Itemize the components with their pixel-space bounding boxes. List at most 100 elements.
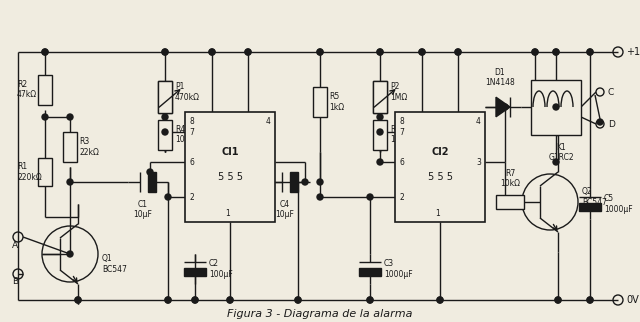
Text: C4
10µF: C4 10µF	[276, 200, 294, 219]
Text: 2: 2	[399, 193, 404, 202]
Text: 6: 6	[189, 157, 194, 166]
Circle shape	[587, 297, 593, 303]
Circle shape	[317, 179, 323, 185]
Bar	[158, 81, 172, 113]
Circle shape	[419, 49, 425, 55]
Bar	[359, 268, 381, 276]
Circle shape	[67, 179, 73, 185]
Text: R4
10kΩ: R4 10kΩ	[175, 125, 195, 144]
Circle shape	[532, 49, 538, 55]
Circle shape	[367, 297, 373, 303]
Text: C3
1000µF: C3 1000µF	[384, 259, 413, 279]
Circle shape	[317, 49, 323, 55]
Text: P2
1MΩ: P2 1MΩ	[390, 82, 407, 102]
Circle shape	[553, 49, 559, 55]
Circle shape	[295, 297, 301, 303]
Text: CI2: CI2	[431, 147, 449, 157]
Text: 8: 8	[400, 117, 404, 126]
Text: R2
47kΩ: R2 47kΩ	[17, 80, 37, 99]
Circle shape	[162, 114, 168, 120]
Text: 0V: 0V	[626, 295, 639, 305]
Circle shape	[209, 49, 215, 55]
Text: A: A	[12, 241, 18, 250]
Text: K1
G1RC2: K1 G1RC2	[548, 143, 574, 162]
Bar	[290, 172, 298, 192]
Circle shape	[377, 49, 383, 55]
Circle shape	[555, 297, 561, 303]
Text: C: C	[608, 88, 614, 97]
Circle shape	[377, 129, 383, 135]
Circle shape	[555, 297, 561, 303]
Circle shape	[42, 114, 48, 120]
Text: 4: 4	[475, 117, 480, 126]
Circle shape	[532, 49, 538, 55]
Circle shape	[587, 49, 593, 55]
Bar	[38, 74, 52, 105]
Circle shape	[437, 297, 443, 303]
Bar	[373, 81, 387, 113]
Circle shape	[75, 297, 81, 303]
Circle shape	[209, 49, 215, 55]
Circle shape	[227, 297, 233, 303]
Circle shape	[553, 159, 559, 165]
Circle shape	[75, 297, 81, 303]
Text: R1
220kΩ: R1 220kΩ	[17, 162, 42, 182]
Circle shape	[377, 159, 383, 165]
Circle shape	[192, 297, 198, 303]
Text: C5
1000µF: C5 1000µF	[604, 194, 632, 214]
Text: CI1: CI1	[221, 147, 239, 157]
Circle shape	[42, 49, 48, 55]
Bar	[373, 81, 387, 113]
Circle shape	[295, 297, 301, 303]
Text: B: B	[12, 278, 18, 287]
Bar	[373, 119, 387, 149]
Circle shape	[162, 129, 168, 135]
Text: 3: 3	[476, 157, 481, 166]
Bar	[496, 195, 524, 209]
Text: D1
1N4148: D1 1N4148	[485, 68, 515, 87]
Circle shape	[455, 49, 461, 55]
Text: P1
470kΩ: P1 470kΩ	[175, 82, 200, 102]
Circle shape	[587, 297, 593, 303]
Circle shape	[67, 251, 73, 257]
Bar	[531, 80, 581, 135]
Circle shape	[162, 49, 168, 55]
Circle shape	[317, 194, 323, 200]
Text: 8: 8	[190, 117, 195, 126]
Text: Figura 3 - Diagrama de la alarma: Figura 3 - Diagrama de la alarma	[227, 309, 413, 319]
Polygon shape	[496, 97, 510, 117]
Circle shape	[587, 49, 593, 55]
Circle shape	[162, 49, 168, 55]
Text: 1: 1	[435, 209, 440, 218]
Circle shape	[597, 119, 603, 125]
Text: 5 5 5: 5 5 5	[428, 172, 452, 182]
Bar	[579, 203, 601, 211]
Circle shape	[377, 114, 383, 120]
Text: R7
10kΩ: R7 10kΩ	[500, 169, 520, 188]
Text: R6
10kΩ: R6 10kΩ	[390, 125, 410, 144]
Circle shape	[377, 49, 383, 55]
Circle shape	[455, 49, 461, 55]
Circle shape	[245, 49, 251, 55]
Text: 1: 1	[225, 209, 230, 218]
Text: 7: 7	[399, 128, 404, 137]
Circle shape	[227, 297, 233, 303]
Bar	[148, 172, 156, 192]
Bar	[158, 81, 172, 113]
Circle shape	[419, 49, 425, 55]
Bar	[158, 119, 172, 149]
Text: C1
10µF: C1 10µF	[134, 200, 152, 219]
Text: 2: 2	[189, 193, 194, 202]
Text: R3
22kΩ: R3 22kΩ	[79, 137, 99, 157]
Circle shape	[302, 179, 308, 185]
Bar	[38, 158, 52, 186]
Circle shape	[245, 49, 251, 55]
Circle shape	[67, 114, 73, 120]
Text: D: D	[608, 119, 615, 128]
Circle shape	[147, 169, 153, 175]
Circle shape	[317, 49, 323, 55]
Circle shape	[553, 104, 559, 110]
Circle shape	[553, 49, 559, 55]
Circle shape	[192, 297, 198, 303]
Circle shape	[367, 297, 373, 303]
